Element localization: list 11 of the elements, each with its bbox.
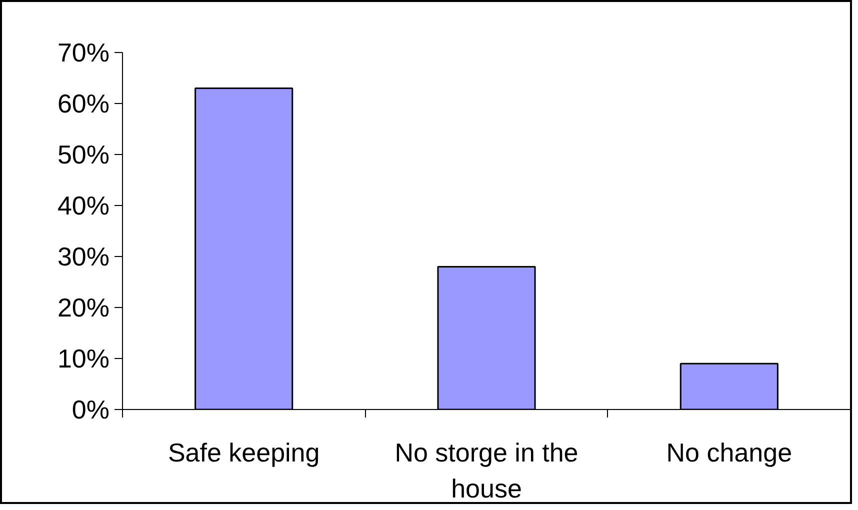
y-tick-label: 20%	[57, 292, 110, 322]
x-tick-label: No storge in the house	[394, 438, 578, 504]
y-tick-label: 70%	[57, 38, 110, 68]
y-tick-label: 0%	[72, 394, 110, 424]
y-tick-label: 10%	[57, 344, 110, 374]
y-tick-label: 40%	[57, 190, 110, 220]
y-tick-label: 30%	[57, 242, 110, 272]
x-tick-label: Safe keeping	[168, 438, 320, 468]
y-tick-label: 50%	[57, 140, 110, 170]
x-tick-label: No change	[666, 438, 792, 468]
y-tick-label: 60%	[57, 88, 110, 118]
